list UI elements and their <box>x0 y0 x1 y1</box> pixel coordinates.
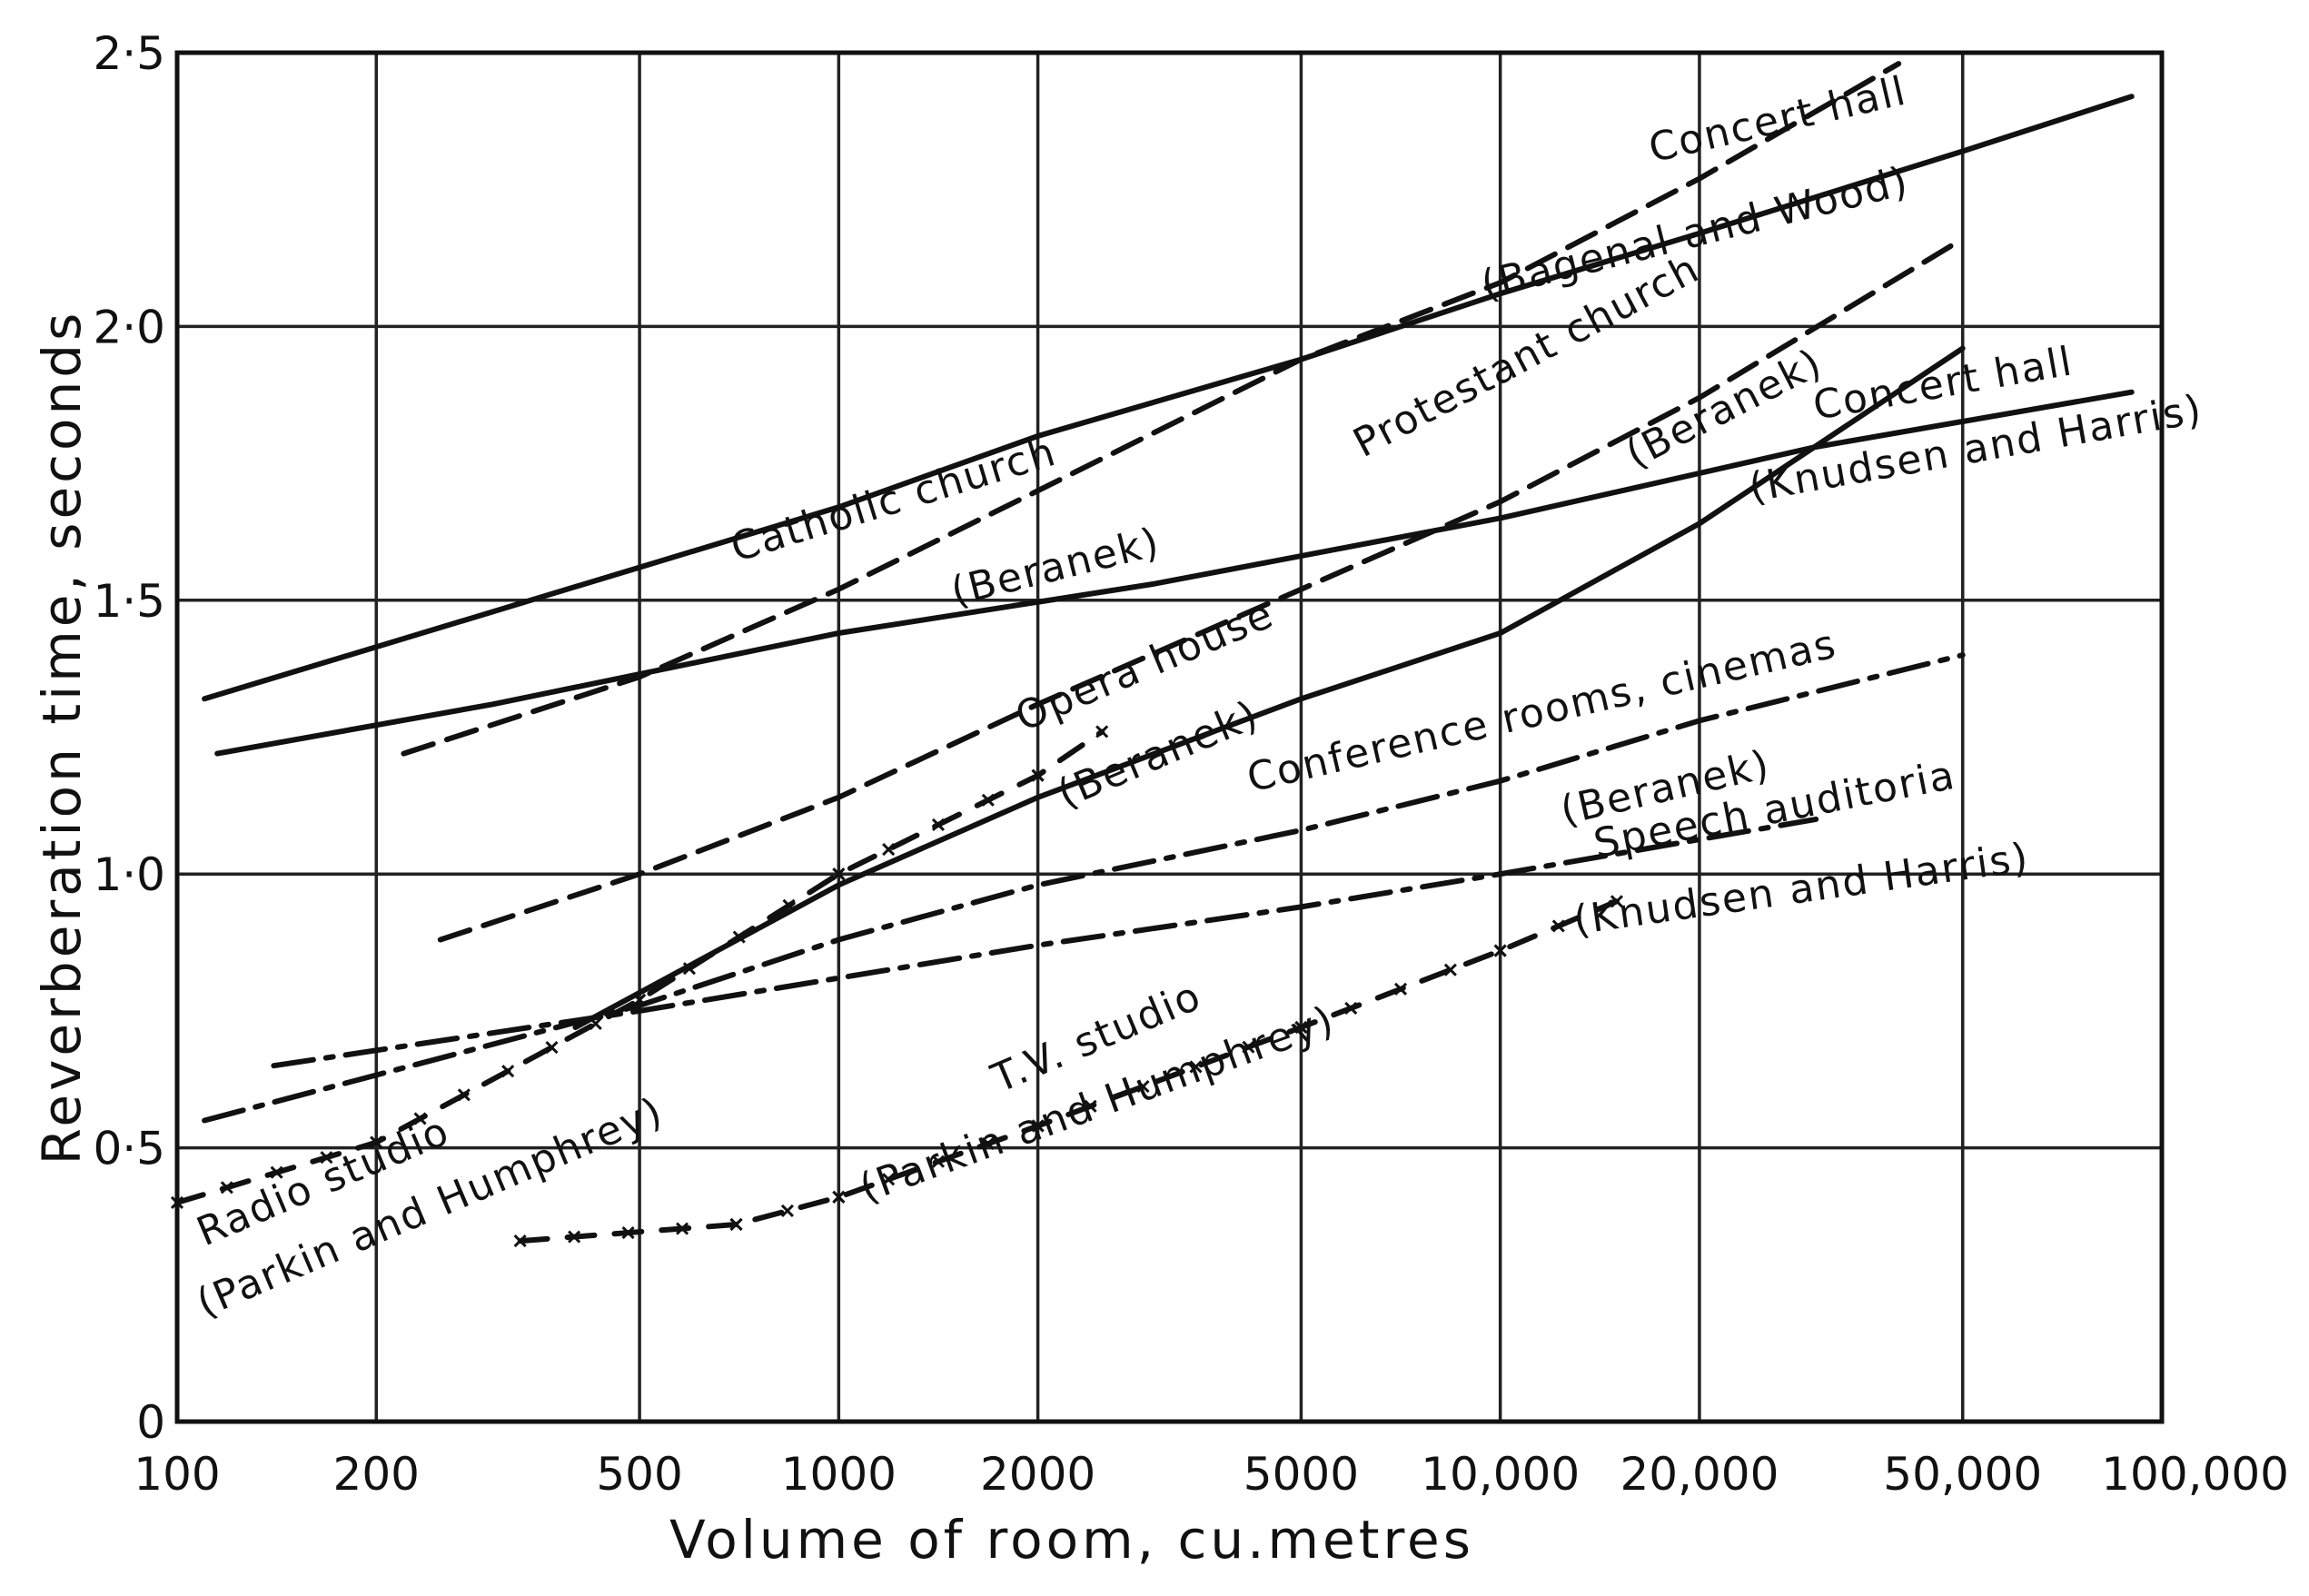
x-axis-title: Volume of room, cu.metres <box>669 1509 1474 1571</box>
series-line-protestant-church-beranek <box>437 236 1966 943</box>
series-marker <box>370 1135 383 1149</box>
series-line-speech-auditoria-knudsen-harris <box>271 816 1819 1069</box>
series-marker <box>589 1016 602 1031</box>
series-marker <box>633 993 647 1006</box>
series-marker <box>832 1190 846 1204</box>
x-tick-label: 20,000 <box>1620 1448 1779 1501</box>
plot-frame <box>174 50 2165 1424</box>
series-line-catholic-church-beranek <box>401 61 1902 757</box>
series-marker <box>1189 1060 1203 1074</box>
series-marker <box>782 898 796 912</box>
series-marker <box>1136 1080 1150 1094</box>
series-marker <box>220 1181 233 1195</box>
series-marker <box>931 1155 946 1168</box>
series-marker <box>270 1165 283 1179</box>
series-marker <box>931 818 946 832</box>
series-line-conference-rooms-cinemas-beranek <box>202 652 1966 1124</box>
annotations: Concert hall(Bagenal and Wood)Catholic c… <box>190 68 2205 1327</box>
y-tick-label: 2·0 <box>93 301 165 353</box>
y-tick-label: 0 <box>136 1396 165 1449</box>
series-marker <box>1294 1020 1308 1035</box>
series-marker <box>682 962 696 976</box>
series-marker <box>780 1204 794 1217</box>
series-marker <box>1242 1040 1255 1054</box>
y-tick-labels: 0 0·5 1·0 1·5 2·0 2·5 <box>93 27 165 1449</box>
y-axis-title: Reverberation time, seconds <box>31 310 93 1165</box>
series-marker <box>981 793 995 807</box>
x-tick-labels: 100 200 500 1000 2000 5000 10,000 20,000 50,000 1… <box>134 1448 2289 1501</box>
series-marker <box>1610 895 1623 908</box>
series-marker <box>1031 768 1045 782</box>
series-marker <box>1493 944 1507 957</box>
series-marker <box>501 1065 515 1078</box>
series-marker <box>882 1173 896 1186</box>
series-marker <box>882 843 896 857</box>
series-marker <box>1551 919 1565 933</box>
series-marker <box>675 1222 689 1235</box>
series-marker <box>1443 963 1457 976</box>
series-marker <box>981 1137 995 1151</box>
series-marker <box>457 1088 471 1102</box>
series-marker <box>1095 725 1109 739</box>
series-marker <box>732 930 746 944</box>
series-marker <box>545 1041 559 1055</box>
series-marker <box>1084 1099 1097 1113</box>
series-marker <box>832 867 846 881</box>
x-tick-label: 2000 <box>980 1448 1095 1501</box>
y-tick-label: 1·5 <box>93 575 165 628</box>
series-line-concert-hall-knudsen-harris <box>214 389 2135 757</box>
series-marker <box>1344 1001 1358 1015</box>
x-tick-label: 10,000 <box>1421 1448 1580 1501</box>
x-tick-label: 1000 <box>781 1448 897 1501</box>
y-tick-label: 0·5 <box>93 1123 165 1175</box>
series-line-opera-house-beranek <box>572 345 1966 1030</box>
series-marker <box>1393 982 1408 996</box>
x-tick-label: 200 <box>333 1448 420 1501</box>
x-tick-label: 5000 <box>1244 1448 1359 1501</box>
x-tick-label: 100 <box>134 1448 220 1501</box>
x-tick-label: 50,000 <box>1883 1448 2042 1501</box>
y-tick-label: 1·0 <box>93 848 165 901</box>
series-marker <box>568 1230 581 1244</box>
annotation-label: Catholic church <box>726 429 1062 571</box>
series-marker <box>513 1234 527 1248</box>
series-layer <box>170 61 2135 1248</box>
series-marker <box>729 1217 743 1232</box>
series-marker <box>621 1225 635 1240</box>
series-marker <box>1031 1119 1045 1133</box>
y-tick-label: 2·5 <box>93 27 165 80</box>
series-marker <box>320 1151 333 1165</box>
annotation-label: Concert hall <box>1645 68 1911 173</box>
series-marker <box>413 1112 427 1125</box>
x-tick-label: 100,000 <box>2101 1448 2289 1501</box>
x-tick-label: 500 <box>596 1448 682 1501</box>
